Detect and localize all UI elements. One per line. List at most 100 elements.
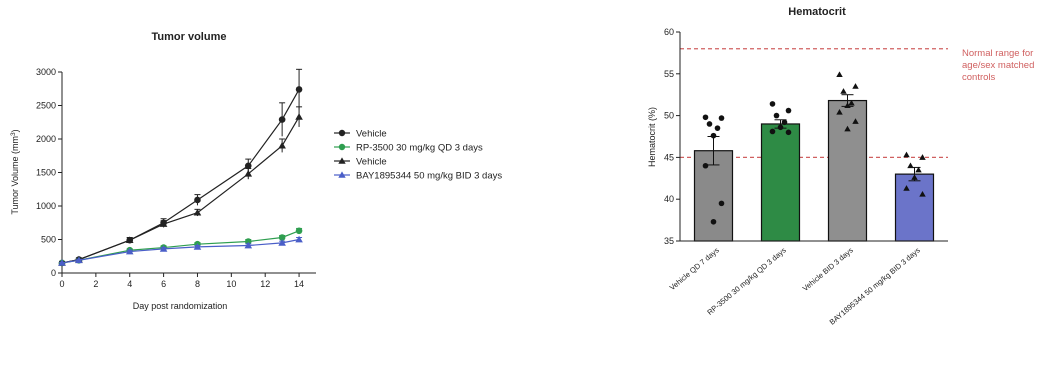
tumor-volume-y-tick-label: 2000: [36, 134, 56, 144]
tumor-volume-y-axis-label: Tumor Volume (mm3): [10, 129, 20, 214]
tumor-volume-axes: 0 500 1000 1500 2000 2500 3000 0 2 4 6 8 10 12 14: [36, 67, 316, 289]
hematocrit-data-point: [718, 115, 725, 121]
hematocrit-data-point: [785, 107, 792, 114]
tumor-volume-series-line: [61, 230, 300, 264]
tumor-volume-data-point: [295, 113, 303, 120]
hematocrit-y-tick-label: 50: [664, 111, 674, 121]
tumor-volume-series-line: [61, 116, 300, 264]
tumor-volume-y-tick-label: 1000: [36, 201, 56, 211]
hematocrit-data-point: [852, 83, 859, 89]
tumor-volume-series-3: [58, 235, 303, 266]
hematocrit-bar: [760, 123, 801, 242]
hematocrit-data-point: [836, 71, 843, 78]
tumor-volume-x-tick-label: 14: [294, 279, 304, 289]
tumor-volume-data-point: [194, 196, 201, 204]
tumor-volume-data-point: [159, 220, 168, 227]
tumor-volume-series-1: [58, 227, 303, 267]
hematocrit-data-point: [769, 128, 776, 135]
tumor-volume-series-line: [61, 238, 300, 264]
hematocrit-data-point: [777, 124, 784, 131]
tumor-volume-data-point: [244, 162, 252, 170]
tumor-volume-series-line: [61, 89, 300, 264]
hematocrit-y-tick-label: 60: [664, 27, 674, 37]
hematocrit-data-point: [844, 102, 851, 108]
hematocrit-y-tick-label: 40: [664, 194, 674, 204]
hematocrit-data-point: [903, 185, 910, 191]
tumor-volume-legend-label: BAY1895344 50 mg/kg BID 3 days: [356, 171, 502, 182]
hematocrit-data-point: [919, 190, 926, 197]
tumor-volume-data-point: [193, 208, 202, 216]
tumor-volume-y-tick-label: 1500: [36, 168, 56, 178]
hematocrit-bar: [827, 99, 868, 242]
hematocrit-data-point: [903, 151, 910, 158]
tumor-volume-y-axis-label-end: ): [10, 129, 20, 132]
hematocrit-reference-lines: [680, 48, 948, 158]
hematocrit-title: Hematocrit: [788, 6, 846, 18]
tumor-volume-data-point: [75, 256, 83, 264]
hematocrit-data-point: [907, 162, 914, 169]
tumor-volume-legend-swatch-marker: [338, 129, 346, 137]
tumor-volume-legend-swatch-marker: [338, 171, 346, 178]
tumor-volume-y-tick-label: 500: [41, 235, 56, 245]
hematocrit-bar: [693, 150, 734, 242]
tumor-volume-series-0: [58, 68, 303, 267]
tumor-volume-data-point: [244, 241, 253, 249]
tumor-volume-data-point: [125, 247, 134, 255]
tumor-volume-legend: Vehicle RP-3500 30 mg/kg QD 3 days Vehicle…: [334, 129, 502, 182]
hematocrit-y-axis-label: Hematocrit (%): [647, 107, 657, 167]
hematocrit-data-point: [714, 125, 721, 131]
hematocrit-data-point: [785, 129, 792, 136]
hematocrit-bar-group-2: Vehicle BID 3 days: [801, 71, 868, 293]
tumor-volume-data-point: [244, 238, 252, 245]
tumor-volume-title: Tumor volume: [152, 31, 227, 43]
hematocrit-bar-group-0: Vehicle QD 7 days: [668, 114, 734, 292]
hematocrit-data-point: [769, 101, 776, 107]
hematocrit-data-point: [911, 174, 918, 180]
tumor-volume-data-point: [278, 239, 286, 246]
hematocrit-data-point: [718, 200, 725, 207]
hematocrit-data-point: [702, 114, 709, 121]
hematocrit-data-point: [706, 121, 713, 127]
tumor-volume-x-tick-label: 12: [260, 279, 270, 289]
tumor-volume-legend-swatch-marker: [338, 143, 346, 151]
hematocrit-y-tick-label: 45: [664, 152, 674, 162]
tumor-volume-y-tick-label: 3000: [36, 67, 56, 77]
hematocrit-data-point: [702, 162, 709, 169]
hematocrit-data-point: [844, 125, 851, 132]
tumor-volume-data-point: [244, 170, 253, 177]
hematocrit-data-point: [773, 112, 780, 119]
tumor-volume-x-tick-label: 10: [226, 279, 236, 289]
hematocrit-y-tick-label: 55: [664, 69, 674, 79]
tumor-volume-x-tick-label: 2: [93, 279, 98, 289]
tumor-volume-data-point: [58, 259, 66, 266]
hematocrit-data-point: [915, 166, 922, 173]
tumor-volume-data-point: [278, 234, 286, 241]
hematocrit-axes: 35 40 45 50 55 60: [664, 27, 948, 246]
hematocrit-data-point: [840, 88, 847, 94]
tumor-volume-data-point: [295, 227, 303, 235]
tumor-volume-x-tick-label: 8: [195, 279, 200, 289]
tumor-volume-y-tick-label: 2500: [36, 101, 56, 111]
hematocrit-data-point: [852, 118, 859, 124]
tumor-volume-chart: Tumor volume 0 500 1000 1500 2000 2500 3000 0 2 4…: [10, 31, 502, 311]
tumor-volume-series-2: [58, 106, 303, 266]
tumor-volume-data-point: [159, 245, 168, 252]
tumor-volume-series: [58, 68, 303, 267]
hematocrit-data-point: [710, 218, 717, 225]
tumor-volume-x-tick-label: 6: [161, 279, 166, 289]
tumor-volume-data-point: [125, 236, 134, 244]
tumor-volume-data-point: [193, 243, 202, 250]
tumor-volume-x-tick-label: 0: [59, 279, 64, 289]
hematocrit-category-label: Vehicle BID 3 days: [801, 245, 855, 293]
tumor-volume-data-point: [295, 235, 303, 243]
hematocrit-data-point: [848, 99, 855, 106]
tumor-volume-data-point: [278, 141, 286, 149]
tumor-volume-y-axis-label-text: Tumor Volume (mm: [10, 136, 20, 215]
tumor-volume-legend-label: Vehicle: [356, 157, 387, 168]
tumor-volume-data-point: [278, 116, 286, 123]
tumor-volume-legend-label: Vehicle: [356, 129, 387, 140]
normal-range-annotation-line-2: age/sex matched: [962, 60, 1034, 71]
hematocrit-data-point: [710, 132, 717, 139]
